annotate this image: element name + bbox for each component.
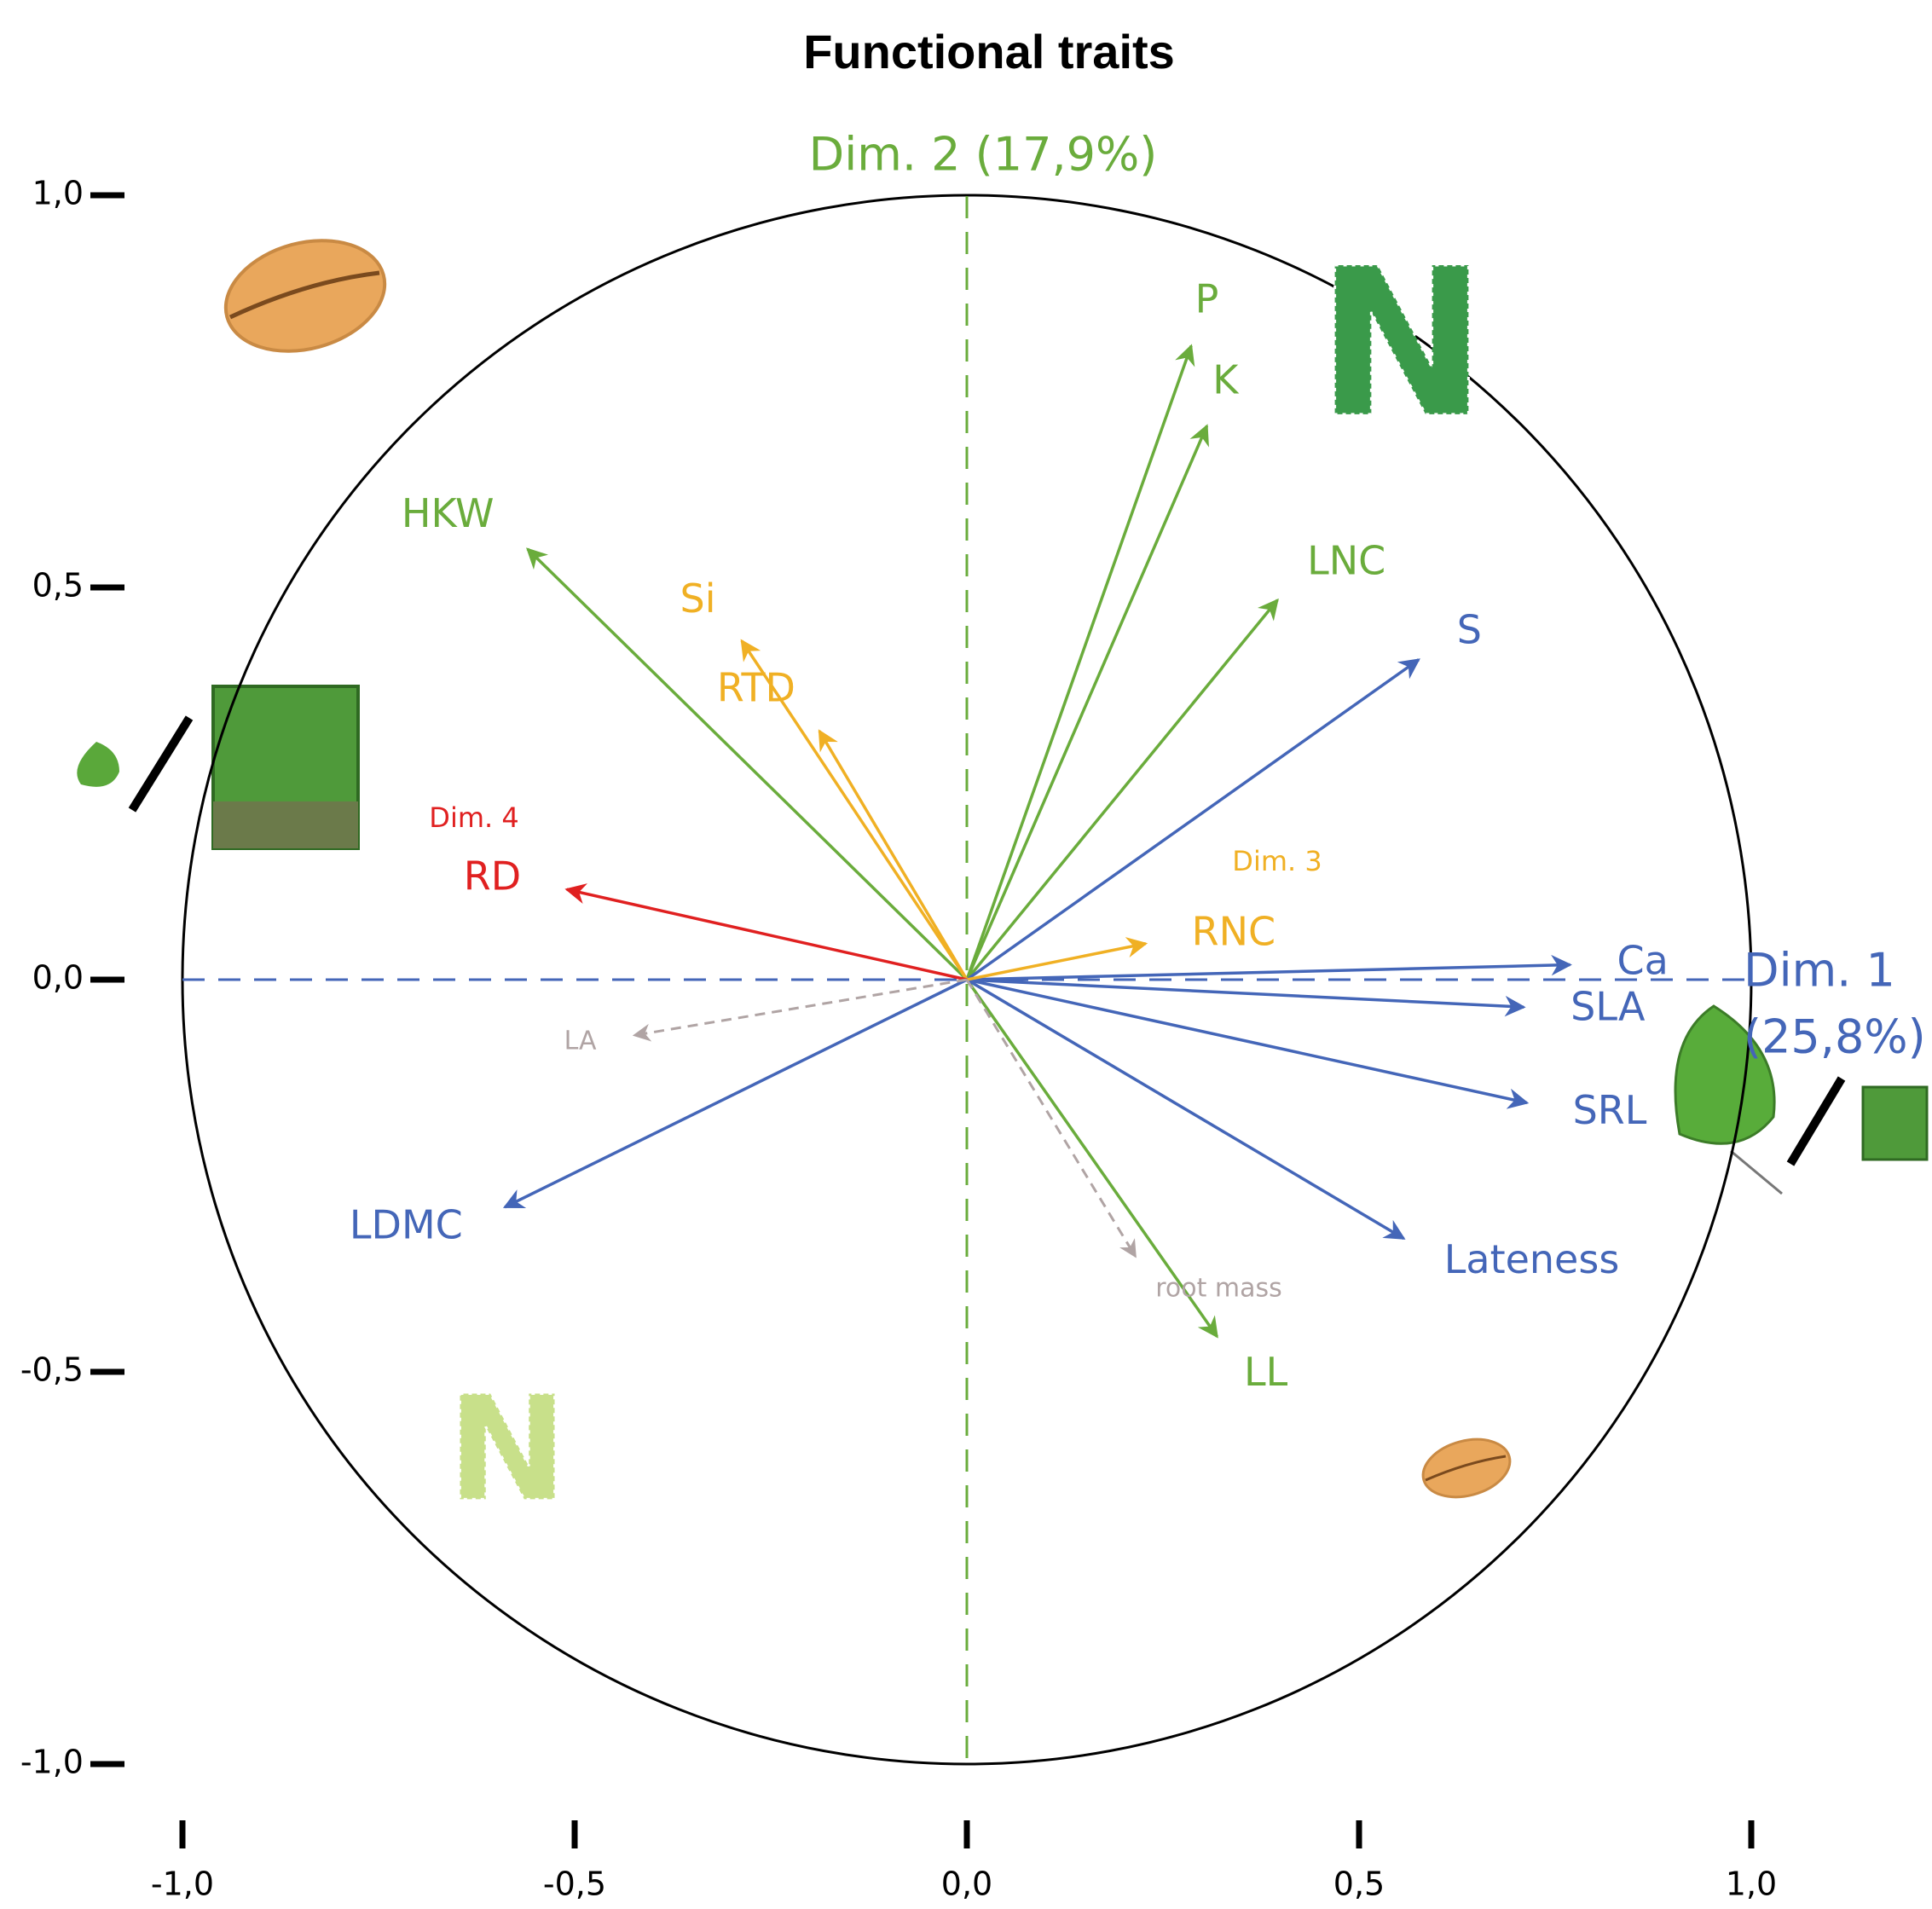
x-tick-label: -1,0 bbox=[151, 1866, 214, 1903]
tissue-icon bbox=[1861, 1085, 1929, 1161]
icons bbox=[77, 239, 1929, 1499]
vector-label: Lateness bbox=[1444, 1236, 1620, 1282]
seed-icon bbox=[223, 239, 387, 353]
x-tick-label: 1,0 bbox=[1726, 1866, 1777, 1903]
x-axis-label: (25,8%) bbox=[1744, 1010, 1926, 1064]
x-tick-label: 0,0 bbox=[941, 1866, 992, 1903]
vector bbox=[818, 729, 969, 981]
y-tick-label: 1,0 bbox=[32, 175, 84, 212]
seed-line bbox=[228, 270, 380, 320]
vector-label: Ca bbox=[1617, 938, 1668, 984]
y-tick-label: 0,5 bbox=[32, 567, 84, 605]
vector-label: HKW bbox=[402, 490, 495, 536]
x-axis-label: Dim. 1 bbox=[1744, 944, 1895, 998]
vector-label: RNC bbox=[1192, 908, 1276, 954]
vector bbox=[965, 598, 1279, 981]
vector bbox=[965, 424, 1209, 981]
y-tick-label: -0,5 bbox=[20, 1351, 84, 1389]
vector-label: P bbox=[1195, 275, 1219, 321]
vector bbox=[632, 978, 968, 1042]
vector bbox=[564, 883, 968, 981]
chart-title: Functional traits bbox=[803, 25, 1175, 78]
vector bbox=[966, 954, 1572, 981]
tissue-layer bbox=[213, 801, 358, 848]
vector bbox=[740, 639, 969, 981]
vector bbox=[965, 978, 1218, 1339]
vector bbox=[502, 978, 968, 1209]
vector-label: RD bbox=[464, 853, 521, 900]
vector-label: SLA bbox=[1570, 983, 1646, 1029]
vector bbox=[966, 978, 1526, 1017]
vector bbox=[965, 344, 1195, 981]
annotation: Dim. 4 bbox=[429, 801, 518, 834]
vector-label: S bbox=[1457, 606, 1482, 652]
leaf-stem bbox=[1730, 1149, 1783, 1195]
leaf-icon bbox=[77, 742, 119, 787]
slash bbox=[1786, 1076, 1846, 1166]
vector-label: K bbox=[1212, 357, 1240, 403]
vector-label: SRL bbox=[1573, 1087, 1647, 1133]
x-tick-label: 0,5 bbox=[1333, 1866, 1385, 1903]
vector bbox=[965, 979, 1137, 1258]
annotation: Dim. 3 bbox=[1232, 845, 1322, 877]
y-tick-label: 0,0 bbox=[32, 959, 84, 997]
vector-label: LDMC bbox=[350, 1202, 463, 1248]
vector-label: Si bbox=[680, 576, 716, 622]
seed-icon bbox=[1421, 1438, 1512, 1499]
vector bbox=[966, 937, 1148, 981]
slash bbox=[128, 715, 194, 813]
x-tick-label: -0,5 bbox=[543, 1866, 606, 1903]
annotation: N bbox=[447, 1365, 568, 1534]
annotation: N bbox=[1316, 224, 1488, 463]
vector-label: LL bbox=[1244, 1349, 1288, 1395]
y-axis-label: Dim. 2 (17,9%) bbox=[809, 128, 1158, 182]
vector-label: LA bbox=[564, 1026, 597, 1056]
y-tick-label: -1,0 bbox=[20, 1744, 84, 1781]
seed-line bbox=[1425, 1455, 1507, 1482]
vector bbox=[965, 658, 1420, 981]
vector-label: RTD bbox=[717, 665, 795, 711]
vector bbox=[966, 978, 1530, 1109]
vector bbox=[526, 547, 969, 981]
vector-label: root mass bbox=[1155, 1274, 1282, 1304]
vector bbox=[966, 978, 1406, 1241]
vector-label: LNC bbox=[1307, 538, 1385, 584]
